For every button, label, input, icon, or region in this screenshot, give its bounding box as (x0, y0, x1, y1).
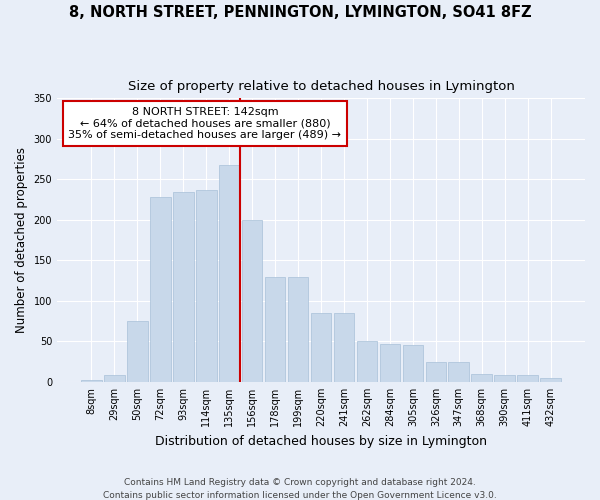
Text: Contains HM Land Registry data © Crown copyright and database right 2024.
Contai: Contains HM Land Registry data © Crown c… (103, 478, 497, 500)
Bar (380, 344, 400, 382)
Bar (356, 342, 377, 382)
Bar (288, 276, 308, 382)
Bar (242, 220, 262, 382)
Bar (104, 376, 125, 382)
Bar (219, 165, 239, 382)
Bar (127, 321, 148, 382)
Bar (403, 346, 423, 382)
Text: 8 NORTH STREET: 142sqm
← 64% of detached houses are smaller (880)
35% of semi-de: 8 NORTH STREET: 142sqm ← 64% of detached… (68, 107, 341, 140)
Bar (541, 378, 561, 382)
Bar (425, 362, 446, 382)
Bar (81, 380, 102, 382)
Y-axis label: Number of detached properties: Number of detached properties (15, 147, 28, 333)
Text: 8, NORTH STREET, PENNINGTON, LYMINGTON, SO41 8FZ: 8, NORTH STREET, PENNINGTON, LYMINGTON, … (68, 5, 532, 20)
Bar (517, 376, 538, 382)
Bar (494, 374, 515, 382)
Title: Size of property relative to detached houses in Lymington: Size of property relative to detached ho… (128, 80, 514, 93)
Bar (448, 362, 469, 382)
Bar (334, 313, 355, 382)
Bar (311, 313, 331, 382)
Bar (265, 276, 286, 382)
Bar (472, 374, 492, 382)
Bar (196, 190, 217, 382)
Bar (150, 197, 170, 382)
Bar (173, 192, 194, 382)
X-axis label: Distribution of detached houses by size in Lymington: Distribution of detached houses by size … (155, 434, 487, 448)
